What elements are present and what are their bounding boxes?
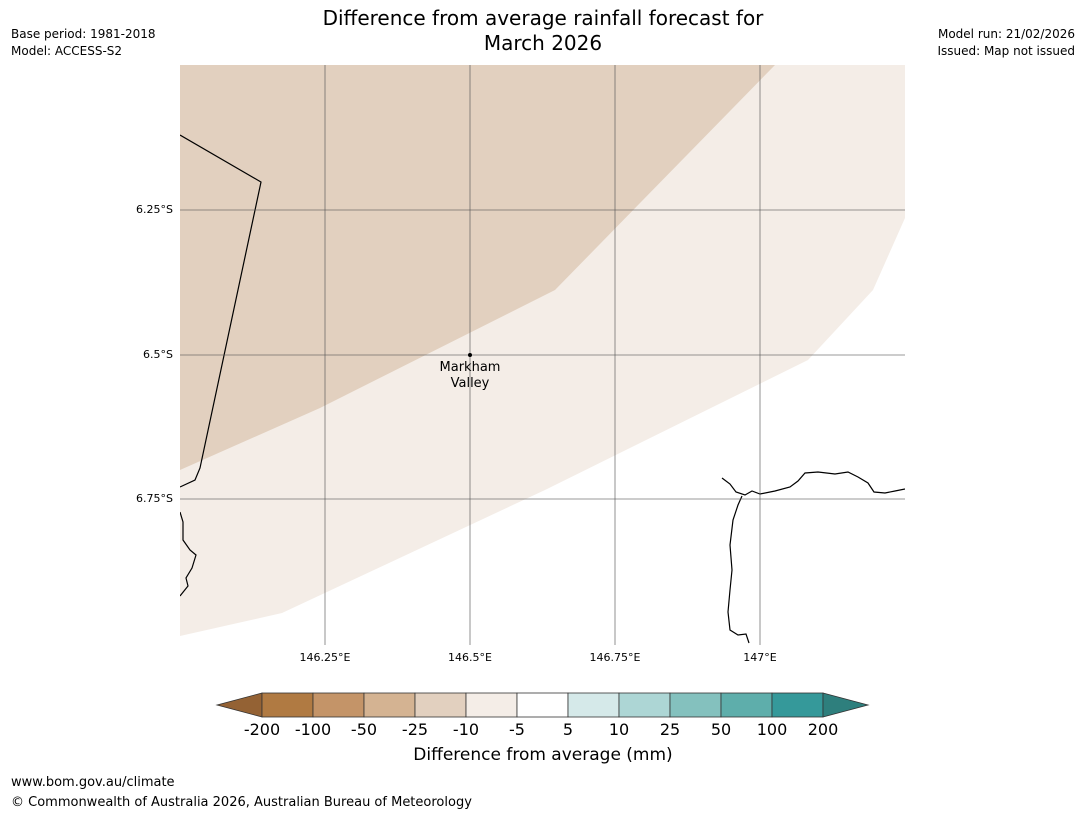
footer-copyright: © Commonwealth of Australia 2026, Austra… [11,795,472,810]
lat-tick-6-75: 6.75°S [136,492,173,505]
map-title: Difference from average rainfall forecas… [243,6,843,56]
title-line-1: Difference from average rainfall forecas… [322,6,764,30]
model-run: Model run: 21/02/2026 [937,27,1075,41]
colorbar-segment [363,692,416,718]
lat-tick-6-5: 6.5°S [143,348,173,361]
cb-tick-10: 10 [608,720,630,739]
place-name-line-1: Markham [439,360,501,375]
coastline-west [180,511,197,597]
cb-tick-minus5: -5 [509,720,525,739]
colorbar-segment [414,692,467,718]
border-line [180,134,262,488]
colorbar-segment [567,692,620,718]
cb-tick-5: 5 [562,720,574,739]
cb-tick-minus50: -50 [350,720,378,739]
title-line-2: March 2026 [483,31,603,55]
meta-left: Base period: 1981-2018 Model: ACCESS-S2 [11,26,156,60]
colorbar-segment [465,692,518,718]
meta-right: Model run: 21/02/2026 Issued: Map not is… [937,26,1075,60]
cb-tick-minus100: -100 [294,720,332,739]
colorbar-segment [516,692,569,718]
cb-tick-200: 200 [807,720,839,739]
coastline-peninsula [727,495,750,644]
colorbar-segment [669,692,722,718]
colorbar-extend-low [215,692,263,718]
lon-tick-146-25: 146.25°E [299,651,351,664]
base-period: Base period: 1981-2018 [11,27,156,41]
rainfall-band-minus25-minus10 [180,65,775,470]
cb-tick-50: 50 [710,720,732,739]
place-marker [468,353,472,357]
colorbar-segment [771,692,824,718]
cb-tick-25: 25 [659,720,681,739]
cb-tick-minus10: -10 [452,720,480,739]
colorbar-segment [720,692,773,718]
colorbar-extend-high [822,692,870,718]
lat-tick-6-25: 6.25°S [136,203,173,216]
cb-tick-100: 100 [756,720,788,739]
place-name-line-2: Valley [450,376,490,391]
colorbar-segment [618,692,671,718]
place-label: Markham Valley [440,360,501,392]
colorbar-segment [261,692,314,718]
cb-tick-minus25: -25 [401,720,429,739]
colorbar-label: Difference from average (mm) [413,745,673,765]
lon-tick-146-5: 146.5°E [448,651,492,664]
model-name: Model: ACCESS-S2 [11,44,123,58]
coastline-east [721,471,905,496]
lon-tick-147: 147°E [743,651,777,664]
issued-status: Issued: Map not issued [937,44,1075,58]
lon-tick-146-75: 146.75°E [589,651,641,664]
cb-tick-minus200: -200 [243,720,281,739]
footer-url: www.bom.gov.au/climate [11,775,175,790]
colorbar-segment [312,692,365,718]
